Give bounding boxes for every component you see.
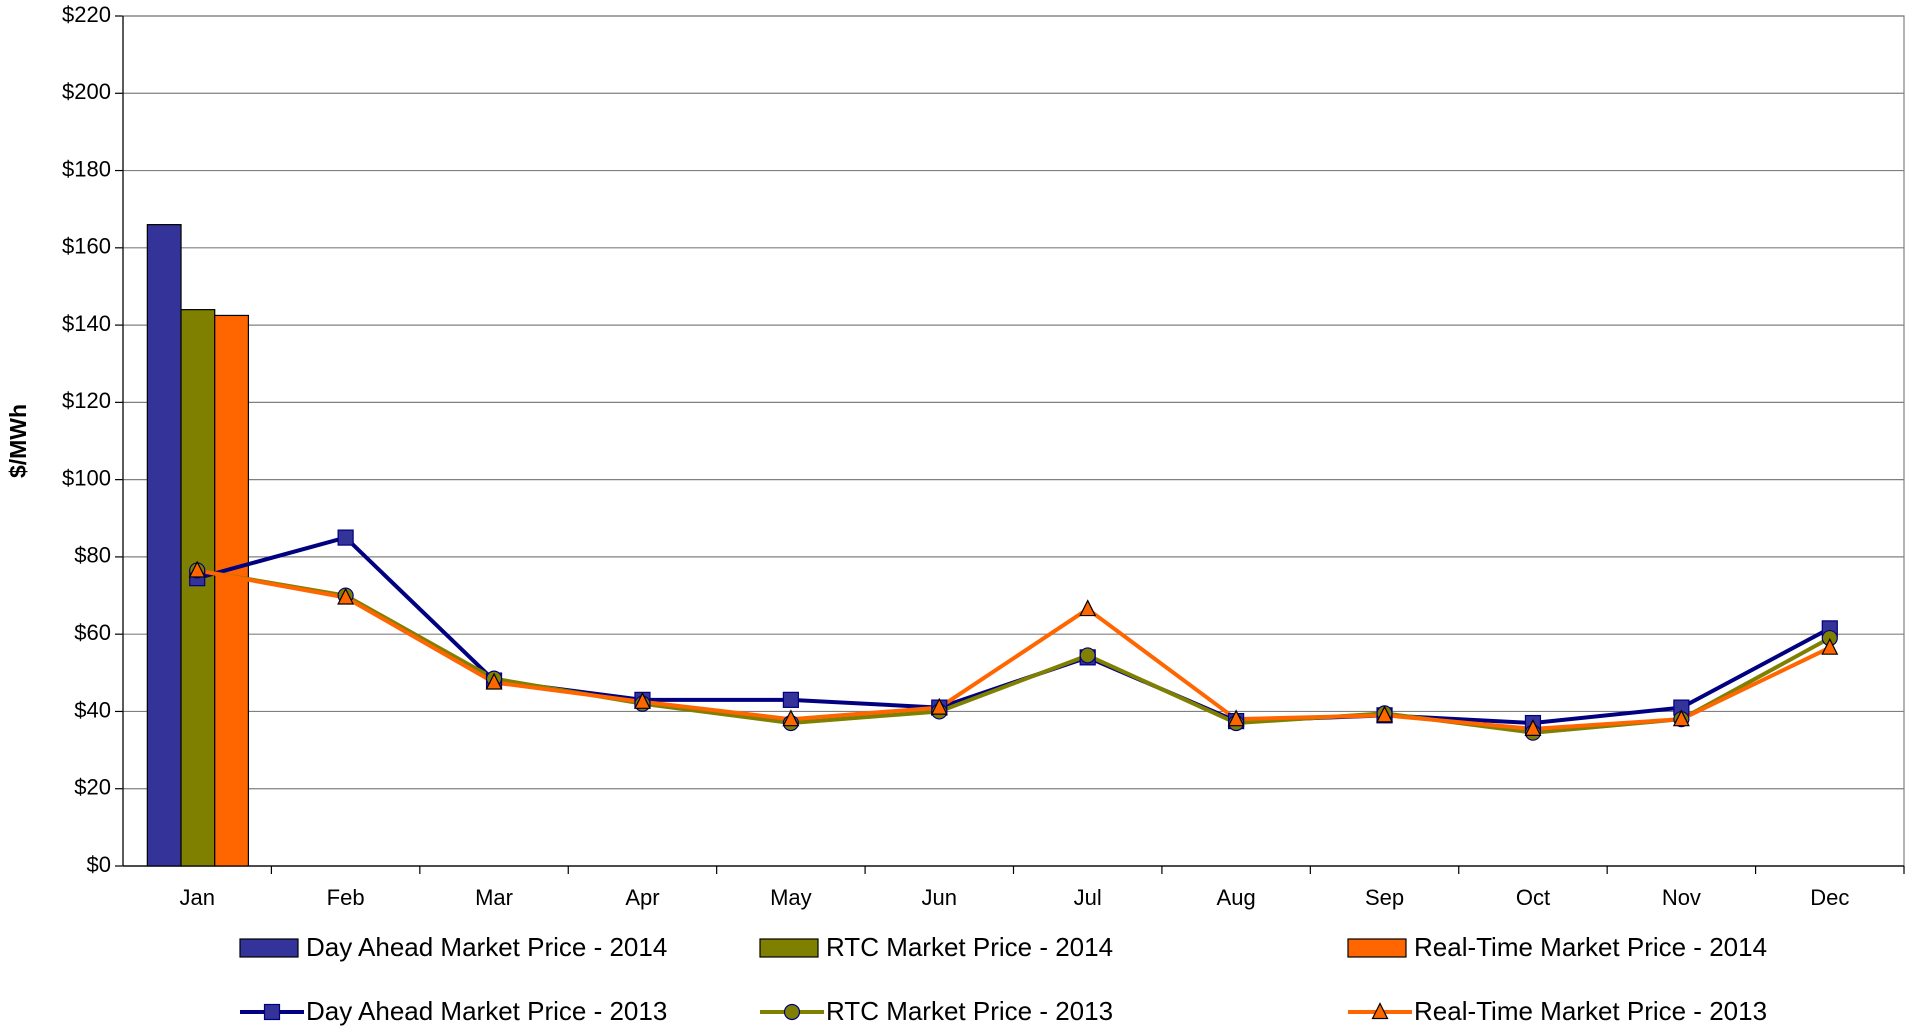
x-tick-label: Apr — [625, 885, 659, 910]
y-tick-label: $140 — [62, 311, 111, 336]
line-marker — [1376, 705, 1394, 723]
y-tick-label: $120 — [62, 388, 111, 413]
y-tick-label: $80 — [74, 543, 111, 568]
x-tick-label: May — [770, 885, 812, 910]
y-tick-label: $160 — [62, 234, 111, 259]
line-marker — [782, 709, 800, 727]
y-axis-label: $/MWh — [5, 404, 31, 478]
y-tick-label: $40 — [74, 697, 111, 722]
bar — [214, 314, 250, 867]
legend-marker — [783, 1003, 801, 1021]
y-tick-label: $100 — [62, 465, 111, 490]
legend-label: Real-Time Market Price - 2014 — [1414, 932, 1767, 962]
line-marker — [1227, 709, 1245, 727]
legend-label: RTC Market Price - 2013 — [826, 996, 1113, 1026]
line-marker — [1079, 647, 1096, 664]
legend-label: Day Ahead Market Price - 2014 — [306, 932, 667, 962]
line-marker — [1672, 709, 1690, 727]
line-marker — [930, 697, 948, 715]
line-marker — [633, 691, 651, 709]
line-marker — [1524, 718, 1542, 736]
x-tick-label: Jul — [1074, 885, 1102, 910]
legend-swatch — [239, 938, 299, 958]
line — [196, 535, 1831, 726]
legend-label: RTC Market Price - 2014 — [826, 932, 1113, 962]
x-tick-label: Sep — [1365, 885, 1404, 910]
y-tick-label: $200 — [62, 79, 111, 104]
x-tick-label: Mar — [475, 885, 513, 910]
line-marker — [782, 691, 799, 708]
bar — [146, 224, 182, 867]
x-tick-label: Feb — [327, 885, 365, 910]
x-tick-label: Aug — [1217, 885, 1256, 910]
plot-frame — [122, 15, 1905, 867]
legend-marker — [1371, 1002, 1389, 1020]
line-marker — [485, 672, 503, 690]
legend-label: Day Ahead Market Price - 2013 — [306, 996, 667, 1026]
x-tick-label: Oct — [1516, 885, 1550, 910]
line-marker — [1079, 599, 1097, 617]
y-tick-label: $60 — [74, 620, 111, 645]
y-tick-label: $0 — [87, 852, 111, 877]
legend-swatch — [1347, 938, 1407, 958]
x-tick-label: Dec — [1810, 885, 1849, 910]
line — [196, 568, 1831, 731]
legend-swatch — [759, 938, 819, 958]
y-tick-label: $180 — [62, 156, 111, 181]
legend-marker — [263, 1003, 281, 1021]
x-tick-label: Jan — [179, 885, 214, 910]
line-marker — [188, 560, 206, 578]
line-marker — [337, 529, 354, 546]
line — [196, 568, 1831, 735]
legend-label: Real-Time Market Price - 2013 — [1414, 996, 1767, 1026]
line-marker — [1821, 637, 1839, 655]
x-tick-label: Nov — [1662, 885, 1701, 910]
y-tick-label: $20 — [74, 775, 111, 800]
line-marker — [337, 587, 355, 605]
bar — [180, 309, 216, 867]
y-tick-label: $220 — [62, 2, 111, 27]
x-tick-label: Jun — [922, 885, 957, 910]
